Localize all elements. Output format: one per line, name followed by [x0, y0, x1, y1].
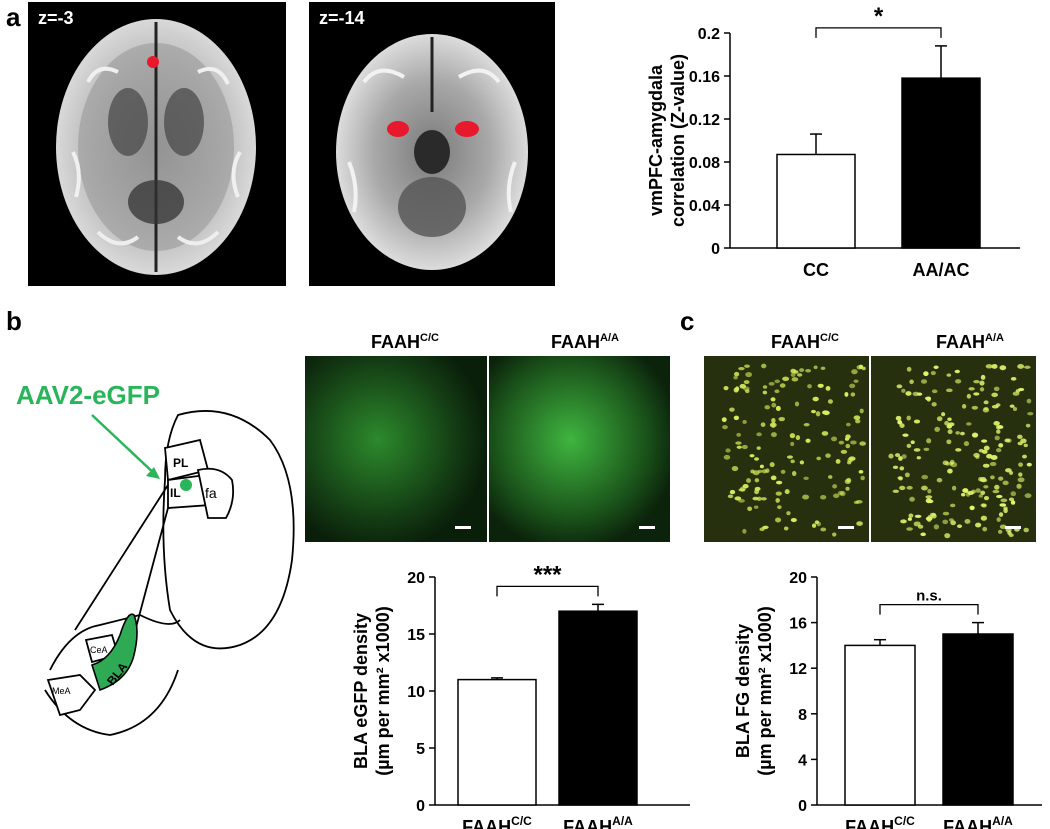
- cea-label: CeA: [90, 645, 108, 655]
- charta-significance-bracket: [815, 27, 942, 38]
- chartc-ytick-label: 20: [789, 570, 807, 587]
- injection-arrow: [91, 414, 159, 478]
- pl-label: PL: [173, 456, 188, 470]
- chartb-bar-1: [558, 610, 638, 806]
- chartb-ylabel: BLA eGFP density (µm per mm² x1000): [351, 606, 393, 775]
- injection-diagram: AAV2-eGFP PL IL fa CeA BLA MeA: [16, 380, 295, 736]
- mea-region: [46, 674, 97, 717]
- charta-ytick-label: 0.2: [698, 26, 720, 43]
- brain-scan-2-image: [336, 34, 528, 270]
- chartb-ytick-label: 15: [407, 627, 425, 644]
- charta-bar-0: [776, 153, 856, 249]
- scan-label-2: z=-14: [319, 8, 365, 28]
- charta-ytick-label: 0.12: [689, 112, 720, 129]
- micrograph-b-title-1: FAAHC/C: [371, 332, 439, 352]
- chart-a: vmPFC-amygdala correlation (Z-value) 0 0.04…: [646, 3, 1020, 280]
- chartc-ytick-label: 8: [798, 707, 807, 724]
- vmpfc-roi-marker: [147, 56, 159, 68]
- brain-scan-1-image: [56, 19, 256, 275]
- chartc-ytick-label: 12: [789, 661, 807, 678]
- charta-ytick-label: 0.16: [689, 69, 720, 86]
- scan-label-1: z=-3: [38, 8, 74, 28]
- fa-label: fa: [205, 485, 217, 501]
- il-label: IL: [170, 486, 181, 500]
- amygdala-roi-left: [387, 121, 409, 137]
- charta-ylabel: vmPFC-amygdala correlation (Z-value): [646, 54, 688, 227]
- projection-line-1: [74, 484, 169, 631]
- chartb-ytick-label: 20: [407, 570, 425, 587]
- charta-ytick-label: 0.08: [689, 155, 720, 172]
- chartb-category-label-0: FAAHC/C: [462, 814, 532, 829]
- micrograph-b-aa: [489, 356, 670, 542]
- scalebar-b-1: [455, 526, 471, 529]
- virus-label: AAV2-eGFP: [16, 380, 160, 410]
- charta-category-label-1: AA/AC: [913, 260, 970, 280]
- bla-region: [90, 613, 138, 692]
- charta-ytick-label: 0.04: [689, 198, 720, 215]
- chart-b: BLA eGFP density (µm per mm² x1000) 0 5 10 15…: [351, 561, 690, 829]
- chartc-significance-label: n.s.: [916, 588, 942, 605]
- mea-label: MeA: [52, 686, 71, 696]
- chartc-ytick-label: 16: [789, 616, 807, 633]
- brain-scan-1: z=-3: [28, 2, 286, 286]
- chartb-significance-label: ***: [533, 561, 562, 588]
- chartc-ytick-label: 0: [798, 798, 807, 815]
- panel-letter-b: b: [6, 306, 22, 336]
- injection-arrowhead: [146, 467, 160, 479]
- chartc-bar-0: [844, 644, 916, 806]
- chartc-category-label-1: FAAHA/A: [943, 814, 1013, 829]
- charta-significance-label: *: [874, 3, 884, 30]
- scalebar-c-2: [1005, 526, 1021, 529]
- micrograph-c-title-1: FAAHC/C: [771, 332, 839, 352]
- injection-site: [180, 479, 192, 491]
- chartb-category-label-1: FAAHA/A: [563, 814, 633, 829]
- fa-region: [196, 467, 235, 519]
- brain-scan-2: z=-14: [309, 2, 555, 286]
- chartc-ytick-label: 4: [798, 752, 807, 769]
- chartc-significance-bracket: [879, 603, 979, 615]
- amygdala-outline-outer: [49, 614, 181, 671]
- chart-c: BLA FG density (µm per mm² x1000) 0 4 8 12 16 2…: [733, 570, 1042, 829]
- chartb-significance-bracket: [496, 585, 599, 597]
- chartb-ytick-label: 0: [416, 798, 425, 815]
- panel-letter-c: c: [680, 306, 695, 336]
- micrograph-b-cc: [305, 356, 487, 542]
- panel-letter-a: a: [6, 2, 21, 32]
- charta-bar-1: [901, 77, 981, 249]
- micrograph-c-aa: [871, 356, 1036, 542]
- charta-ytick-label: 0: [711, 241, 720, 258]
- scalebar-c-1: [838, 526, 854, 529]
- micrograph-b-title-2: FAAHA/A: [551, 332, 619, 352]
- micrograph-c-cc: [704, 356, 869, 542]
- charta-category-label-0: CC: [803, 260, 829, 280]
- micrograph-c-title-2: FAAHA/A: [936, 332, 1004, 352]
- scalebar-b-2: [639, 526, 655, 529]
- chartc-ylabel: BLA FG density (µm per mm² x1000): [733, 606, 775, 775]
- chartc-bar-1: [942, 633, 1014, 806]
- amygdala-roi-right: [455, 121, 479, 137]
- chartb-ytick-label: 10: [407, 684, 425, 701]
- chartc-category-label-0: FAAHC/C: [845, 814, 915, 829]
- chartb-ytick-label: 5: [416, 741, 425, 758]
- chartb-bar-0: [457, 678, 537, 806]
